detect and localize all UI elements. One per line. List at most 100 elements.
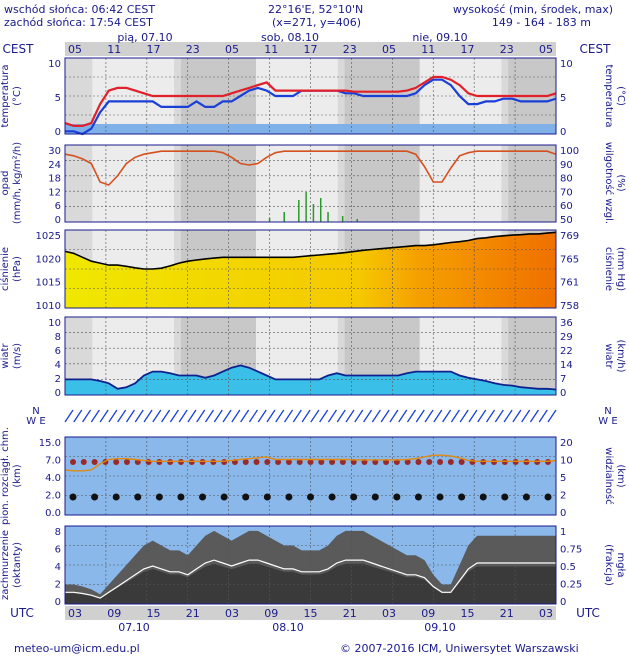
coords-text: 22°16'E, 52°10'N: [268, 3, 364, 16]
tick-R-0-1: 5: [560, 93, 566, 104]
bottom-hour-2: 15: [147, 607, 161, 620]
tick-L-0-1: 5: [55, 93, 61, 104]
bottom-date-1: 08.10: [272, 621, 304, 634]
wind-arrows: [64, 409, 557, 423]
tick-R-0-2: 0: [560, 127, 566, 138]
bottom-hour-5: 09: [264, 607, 278, 620]
cloud-label-left-1: pion. rozciągł. chm.: [0, 427, 11, 525]
panel-frame-5: [64, 525, 557, 605]
top-day-0: pią, 07.10: [117, 31, 172, 44]
temp-red-line: [64, 75, 557, 127]
top-hour-0: 05: [68, 43, 82, 56]
temp-label-left-2: (°C): [12, 86, 23, 106]
top-axis-bg: [65, 42, 556, 56]
tick-L-4-1: 7.0: [45, 456, 61, 467]
tick-R-3-3: 14: [560, 360, 573, 371]
tick-R-5-2: 0.5: [560, 562, 576, 573]
tick-L-2-2: 1015: [36, 278, 61, 289]
tick-L-3-0: 10: [48, 318, 61, 329]
tick-R-1-0: 100: [560, 146, 579, 157]
top-hour-3: 23: [186, 43, 200, 56]
bottom-date-2: 09.10: [424, 621, 456, 634]
tick-R-0-0: 10: [560, 59, 573, 70]
bottom-tz-label: UTC: [10, 606, 34, 620]
wind-line: [65, 364, 557, 391]
tick-R-1-3: 70: [560, 187, 573, 198]
tick-L-1-1: 24: [48, 160, 61, 171]
tick-R-4-3: 2: [560, 491, 566, 502]
tick-L-5-3: 2: [55, 580, 61, 591]
top-hour-5: 11: [264, 43, 278, 56]
compass-right-we: W E: [598, 416, 617, 427]
tick-R-3-5: 0: [560, 388, 566, 399]
tick-R-3-2: 22: [560, 346, 573, 357]
bottom-hour-4: 03: [225, 607, 239, 620]
top-day-2: nie, 09.10: [412, 31, 467, 44]
tick-R-1-5: 50: [560, 215, 573, 226]
top-day-1: sob, 08.10: [261, 31, 319, 44]
wind-label-right-1: wiatr: [603, 343, 614, 369]
press-label-left-2: (hPa): [12, 256, 23, 282]
height-values: 149 - 164 - 183 m: [491, 16, 591, 29]
tick-L-1-3: 12: [48, 187, 61, 198]
tick-R-5-1: 0.75: [560, 545, 582, 556]
sunset-text: zachód słońca: 17:54 CEST: [4, 16, 153, 29]
bottom-hour-12: 03: [539, 607, 553, 620]
tick-R-4-1: 10: [560, 456, 573, 467]
top-tz-label: CEST: [3, 42, 35, 56]
wind-label-right-2: (km/h): [615, 339, 626, 372]
day-band-1-2: [419, 145, 502, 222]
tick-L-1-2: 18: [48, 174, 61, 185]
tick-L-1-5: 0: [55, 215, 61, 226]
tick-L-4-3: 2.0: [45, 491, 61, 502]
cover-label-right-2: mgła: [615, 552, 626, 577]
panel-frame-4: [64, 436, 557, 516]
footer-email[interactable]: meteo-um@icm.edu.pl: [14, 642, 140, 655]
top-hour-1: 11: [107, 43, 121, 56]
press-label-right-2: (mm Hg): [615, 247, 626, 291]
top-hour-9: 11: [421, 43, 435, 56]
freezing-band: [65, 124, 556, 134]
tick-R-1-2: 80: [560, 174, 573, 185]
tick-R-5-3: 0.25: [560, 580, 582, 591]
top-hour-11: 23: [500, 43, 514, 56]
tick-R-2-1: 765: [560, 254, 579, 265]
cover-label-left-1: zachmurzenie: [0, 530, 11, 600]
sunrise-text: wschód słońca: 06:42 CEST: [4, 3, 156, 16]
pressure-line: [64, 231, 557, 270]
bottom-hour-7: 21: [343, 607, 357, 620]
cloud-dots: [69, 459, 552, 501]
height-title: wysokość (min, środek, max): [452, 3, 613, 16]
temp-label-left-1: temperatura: [0, 64, 11, 127]
bottom-hour-8: 03: [382, 607, 396, 620]
grid-text: (x=271, y=406): [272, 16, 362, 29]
panel-frame-2: [64, 229, 557, 309]
tick-R-4-4: 0: [560, 508, 566, 519]
precip-label-right-2: (%): [615, 174, 626, 191]
tick-L-2-0: 1025: [36, 231, 61, 242]
cover-white-line: [65, 559, 556, 599]
footer-copyright: © 2007-2016 ICM, Uniwersytet Warszawski: [340, 642, 579, 655]
tick-L-1-0: 30: [48, 146, 61, 157]
precip-label-left-1: opad: [0, 171, 11, 196]
bottom-hour-9: 09: [421, 607, 435, 620]
tick-L-0-0: 10: [48, 59, 61, 70]
tick-R-3-1: 29: [560, 332, 573, 343]
temp-label-right-1: temperatura: [603, 64, 614, 127]
bottom-hour-10: 15: [461, 607, 475, 620]
tick-R-3-0: 36: [560, 318, 573, 329]
tick-L-3-3: 4: [55, 360, 61, 371]
tick-L-3-1: 8: [55, 332, 61, 343]
tick-L-4-2: 4.0: [45, 473, 61, 484]
bottom-hour-3: 21: [186, 607, 200, 620]
tick-R-2-0: 769: [560, 231, 579, 242]
cloud-label-right-1: widzialność: [603, 447, 615, 504]
top-hour-4: 05: [225, 43, 239, 56]
tick-R-1-4: 60: [560, 201, 573, 212]
tick-R-2-3: 758: [560, 301, 579, 312]
top-hour-2: 17: [147, 43, 161, 56]
tick-L-2-3: 1010: [36, 301, 61, 312]
tick-R-3-4: 7: [560, 374, 566, 385]
tick-L-2-1: 1020: [36, 254, 61, 265]
